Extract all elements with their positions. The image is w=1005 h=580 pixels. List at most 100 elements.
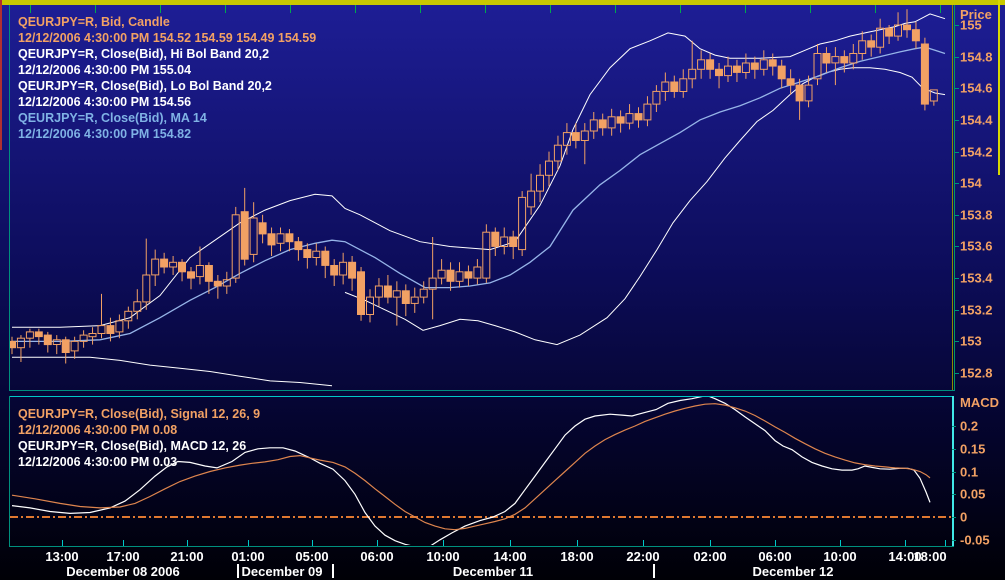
candle <box>536 164 544 203</box>
candle <box>491 227 500 256</box>
price-tick-label: 154.4 <box>960 112 993 128</box>
candle <box>759 50 768 76</box>
time-label: 06:00 <box>758 549 792 564</box>
candle <box>178 259 186 282</box>
legend-line: 12/12/2006 4:30:00 PM 154.52 154.59 154.… <box>18 31 317 45</box>
candle <box>276 227 285 252</box>
candle <box>527 173 536 215</box>
candle <box>213 275 222 299</box>
price-tick-label: 153.4 <box>960 270 993 286</box>
candle <box>804 75 813 108</box>
candle <box>920 37 929 111</box>
candle <box>562 123 571 155</box>
macd-tick-label: 0.1 <box>960 464 979 479</box>
candle <box>195 246 204 285</box>
time-label: 17:00 <box>106 549 140 564</box>
candle <box>670 75 679 98</box>
price-tick-label: 154.8 <box>960 49 993 65</box>
date-separator <box>237 564 239 578</box>
candle <box>473 259 482 285</box>
candle <box>625 104 634 130</box>
price-tick-label: 153.2 <box>960 302 993 318</box>
candle <box>187 267 195 290</box>
candle <box>500 227 509 255</box>
candle <box>9 336 16 355</box>
legend-line: 12/12/2006 4:30:00 PM 155.04 <box>18 63 192 77</box>
candle <box>652 85 661 112</box>
candle <box>822 47 831 73</box>
candle <box>786 69 795 95</box>
macd-tick-label: 0.15 <box>960 441 986 457</box>
macd-legend: QEURJPY=R, Close(Bid), Signal 12, 26, 9 … <box>18 406 260 470</box>
candle <box>616 110 625 133</box>
legend-line: QEURJPY=R, Close(Bid), Hi Bol Band 20,2 <box>18 47 270 61</box>
candle <box>97 293 106 339</box>
date-separator <box>653 564 655 578</box>
legend-line: QEURJPY=R, Close(Bid), MA 14 <box>18 111 207 125</box>
candle <box>697 50 706 79</box>
candle <box>428 237 437 320</box>
candle <box>509 230 518 260</box>
candle <box>732 59 741 82</box>
candle <box>643 96 652 127</box>
candle <box>339 252 348 285</box>
candle <box>571 123 580 149</box>
candle <box>464 265 473 286</box>
candle <box>768 53 777 76</box>
time-label: 21:00 <box>170 549 204 564</box>
candle <box>52 335 61 355</box>
candle <box>715 63 723 89</box>
candle <box>169 256 178 275</box>
legend-line: QEURJPY=R, Close(Bid), Signal 12, 26, 9 <box>18 407 261 421</box>
candle <box>831 47 840 86</box>
candle <box>312 243 321 266</box>
candle <box>795 78 804 120</box>
time-label: 10:00 <box>426 549 460 564</box>
date-label: December 11 <box>452 564 534 579</box>
candle <box>813 44 822 86</box>
macd-tick-label: -0.05 <box>960 532 990 548</box>
candle <box>285 229 294 252</box>
candle <box>849 44 858 70</box>
candle <box>634 107 643 128</box>
price-tick-label: 154 <box>960 175 982 191</box>
time-label: 10:00 <box>823 549 857 564</box>
candle <box>929 89 938 106</box>
candle <box>410 287 419 313</box>
candle <box>858 31 867 60</box>
candle <box>204 262 213 294</box>
price-tick-label: 153.8 <box>960 207 993 223</box>
price-tick-label: 153.6 <box>960 238 993 254</box>
time-label: 14:00 <box>493 549 527 564</box>
candle <box>419 281 428 304</box>
candle <box>903 9 911 38</box>
candle <box>222 271 231 294</box>
candle <box>303 243 312 269</box>
candle <box>25 328 34 348</box>
candle <box>679 69 688 98</box>
candle <box>867 34 876 57</box>
macd-tick-label: 0 <box>960 509 968 525</box>
candle <box>777 59 786 89</box>
candle <box>88 327 97 345</box>
candle <box>294 237 303 261</box>
time-label: 14:00 <box>888 549 922 564</box>
candle <box>750 56 759 79</box>
price-legend: QEURJPY=R, Bid, Candle 12/12/2006 4:30:0… <box>18 14 316 142</box>
legend-line: 12/12/2006 4:30:00 PM 0.08 <box>18 423 178 437</box>
candle <box>840 50 849 73</box>
candle <box>580 123 589 165</box>
candle <box>160 252 169 274</box>
candle <box>366 289 374 323</box>
candle <box>383 275 392 304</box>
legend-line: 12/12/2006 4:30:00 PM 154.82 <box>18 127 192 141</box>
candle <box>688 40 697 89</box>
candle <box>133 289 142 320</box>
price-axis-title: Price <box>960 7 992 22</box>
time-label: 06:00 <box>360 549 394 564</box>
candle <box>545 151 553 187</box>
candle <box>43 331 52 353</box>
price-tick-label: 154.6 <box>960 80 993 96</box>
